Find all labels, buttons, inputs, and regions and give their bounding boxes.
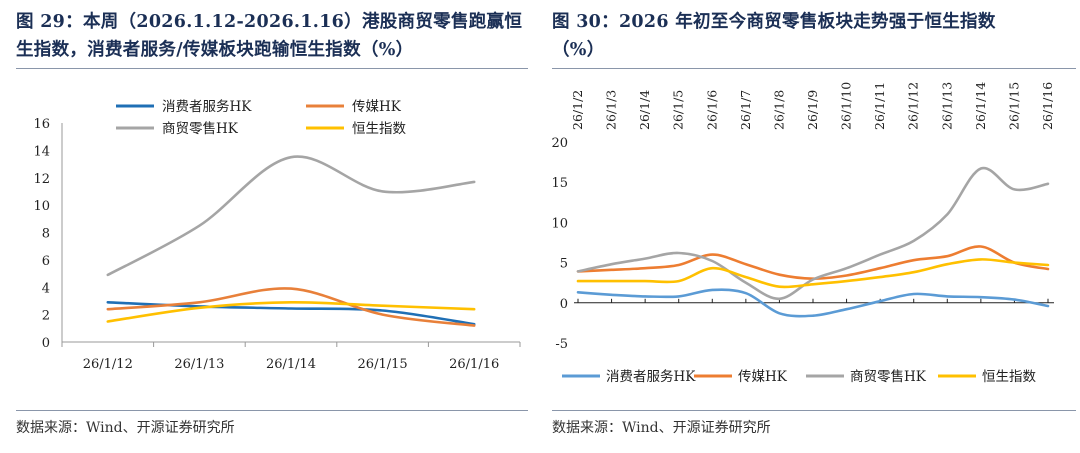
left-y-tick-label: 6 xyxy=(42,254,50,269)
left-line-chart: 0 2 4 6 8 10 12 14 16 26/1/12 26/1/13 26/1/14 26/1/1… xyxy=(33,99,521,372)
right-line-chart: -5 0 5 10 15 2026/1/2 26/1/3 26/1/4 26/1/5 26/1/6… xyxy=(551,82,1055,385)
left-y-tick-label: 2 xyxy=(42,309,50,324)
right-y-tick-label: 5 xyxy=(560,257,568,272)
right-source-note: 数据来源：Wind、开源证券研究所 xyxy=(552,420,771,436)
right-x-tick-label: 26/1/6 xyxy=(704,90,719,130)
right-y-tick-label: 15 xyxy=(551,176,568,191)
right-y-tick-label: 20 xyxy=(551,136,568,151)
left-x-tick-label: 26/1/15 xyxy=(358,357,408,372)
right-x-tick-label: 26/1/10 xyxy=(839,82,854,130)
right-x-tick-label: 26/1/15 xyxy=(1006,82,1021,130)
left-legend-label-0: 消费者服务HK xyxy=(162,99,252,115)
left-x-tick-label: 26/1/12 xyxy=(83,357,133,372)
left-figure-panel: 图 29：本周（2026.1.12-2026.1.16）港股商贸零售跑赢恒 生指… xyxy=(0,0,530,453)
right-title-line2: （%） xyxy=(552,40,605,60)
right-x-tick-label: 26/1/14 xyxy=(973,82,988,130)
right-legend-label-3: 恒生指数 xyxy=(982,369,1036,385)
left-top-rule xyxy=(16,68,528,69)
right-title-line1: 图 30：2026 年初至今商贸零售板块走势强于恒生指数 xyxy=(552,12,996,32)
right-series-line-1 xyxy=(576,245,1050,281)
left-figure-title: 图 29：本周（2026.1.12-2026.1.16）港股商贸零售跑赢恒 生指… xyxy=(16,8,526,64)
right-legend-label-0: 消费者服务HK xyxy=(606,369,696,385)
left-y-tick-label: 14 xyxy=(33,144,50,159)
right-x-tick-label: 26/1/2 xyxy=(570,90,585,130)
right-x-tick-label: 26/1/5 xyxy=(671,90,686,130)
left-y-tick-label: 16 xyxy=(33,117,50,132)
left-series-line-3 xyxy=(106,300,476,323)
left-y-tick-label: 10 xyxy=(33,199,50,214)
right-x-tick-label: 26/1/3 xyxy=(604,90,619,130)
left-legend-label-3: 恒生指数 xyxy=(352,121,406,137)
left-x-tick-label: 26/1/14 xyxy=(266,357,316,372)
left-y-tick-label: 0 xyxy=(42,336,50,351)
left-source-note: 数据来源：Wind、开源证券研究所 xyxy=(16,420,235,436)
right-x-tick-label: 26/1/11 xyxy=(872,82,887,130)
left-series-line-2 xyxy=(106,155,476,277)
right-top-rule xyxy=(552,68,1076,69)
left-title-line1: 图 29：本周（2026.1.12-2026.1.16）港股商贸零售跑赢恒 xyxy=(16,12,523,32)
right-figure-panel: 图 30：2026 年初至今商贸零售板块走势强于恒生指数 （%） -5 0 5 10 1… xyxy=(548,0,1080,453)
left-legend-label-2: 商贸零售HK xyxy=(162,121,239,137)
left-y-tick-label: 4 xyxy=(42,281,50,296)
right-bottom-rule xyxy=(552,410,1076,411)
left-legend-label-1: 传媒HK xyxy=(352,99,402,115)
left-x-tick-label: 26/1/13 xyxy=(174,357,224,372)
right-x-tick-label: 26/1/16 xyxy=(1040,82,1055,130)
right-x-tick-label: 26/1/9 xyxy=(805,90,820,130)
right-series-line-3 xyxy=(576,258,1050,289)
right-legend-label-1: 传媒HK xyxy=(738,369,788,385)
right-figure-title: 图 30：2026 年初至今商贸零售板块走势强于恒生指数 （%） xyxy=(552,8,1072,64)
left-y-tick-label: 8 xyxy=(42,227,50,242)
right-series-line-2 xyxy=(576,166,1050,301)
left-title-line2: 生指数，消费者服务/传媒板块跑输恒生指数（%） xyxy=(16,40,414,60)
right-x-tick-label: 26/1/7 xyxy=(738,90,753,130)
left-series-line-1 xyxy=(106,287,476,327)
right-x-tick-label: 26/1/12 xyxy=(906,82,921,130)
left-bottom-rule xyxy=(16,410,528,411)
left-y-tick-label: 12 xyxy=(33,172,50,187)
right-y-tick-label: 0 xyxy=(560,297,568,312)
right-series-line-0 xyxy=(576,288,1050,318)
right-x-tick-label: 26/1/13 xyxy=(939,82,954,130)
right-y-tick-label: -5 xyxy=(555,337,568,352)
right-y-tick-label: 10 xyxy=(551,216,568,231)
right-legend-label-2: 商贸零售HK xyxy=(850,369,927,385)
left-x-tick-label: 26/1/16 xyxy=(449,357,499,372)
right-x-tick-label: 26/1/4 xyxy=(637,90,652,130)
right-x-tick-label: 26/1/8 xyxy=(771,90,786,130)
